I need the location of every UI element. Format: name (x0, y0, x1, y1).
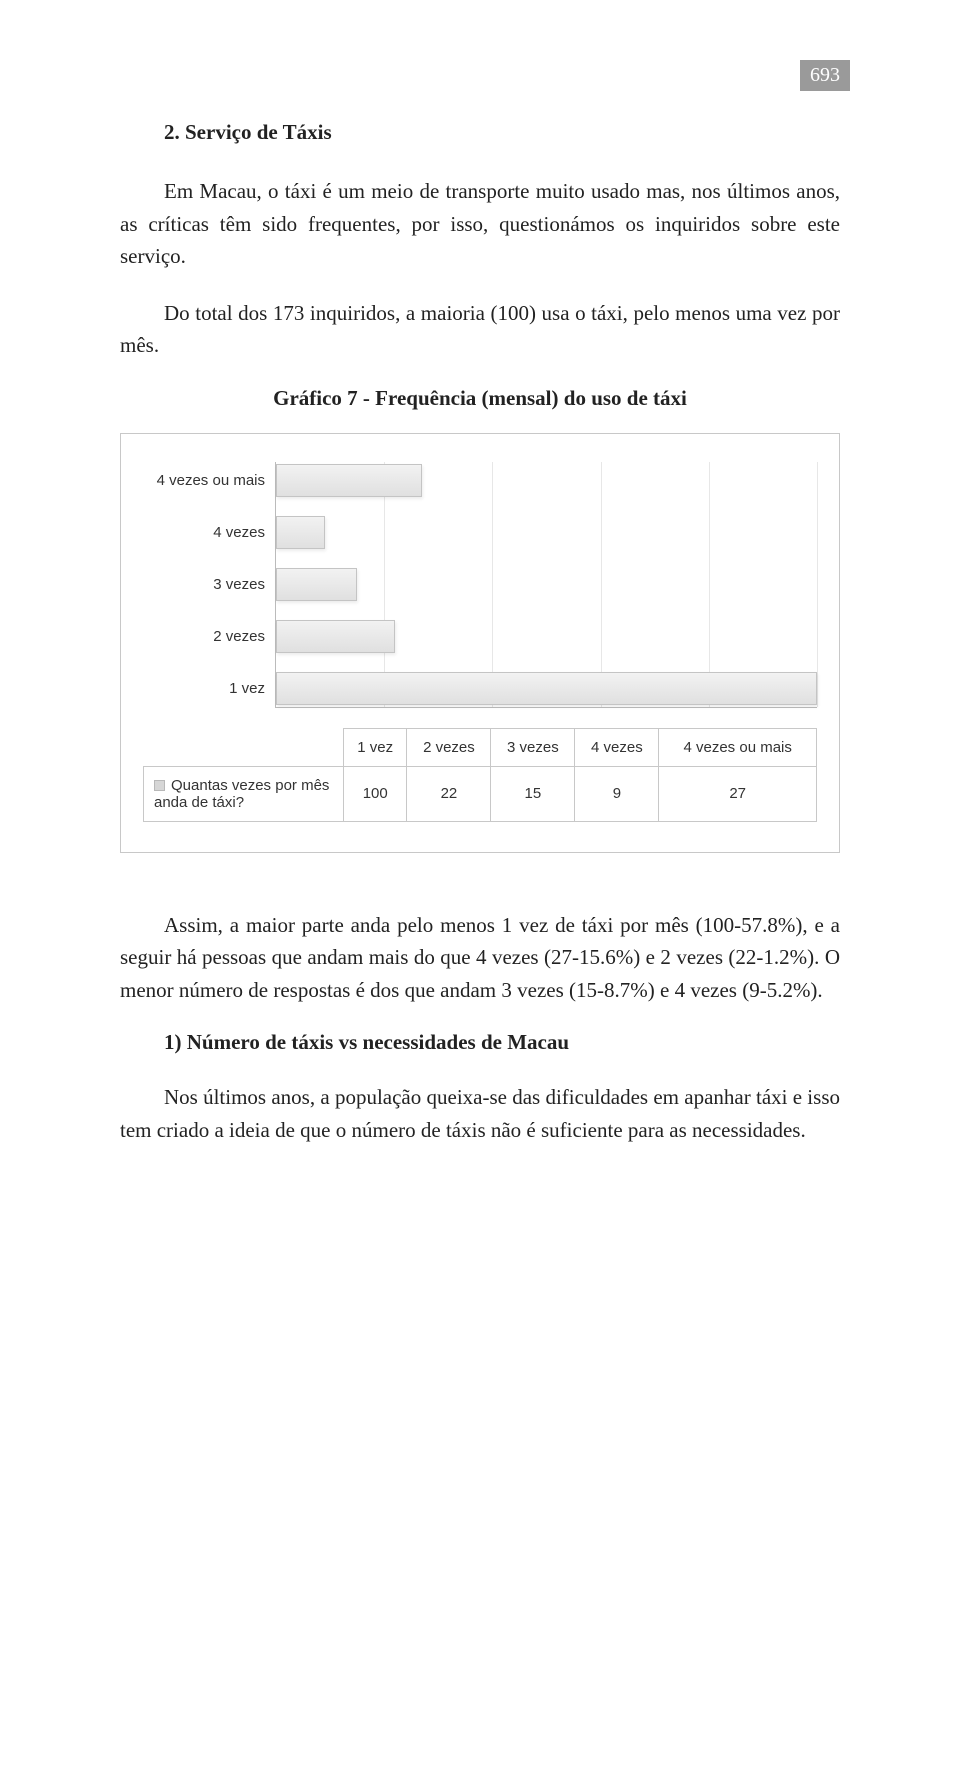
table-header: 4 vezes (575, 728, 659, 766)
bar-fill (276, 568, 357, 601)
bar-label: 2 vezes (143, 618, 275, 655)
paragraph-1: Em Macau, o táxi é um meio de transporte… (120, 175, 840, 273)
paragraph-2: Do total dos 173 inquiridos, a maioria (… (120, 297, 840, 362)
chart-title: Gráfico 7 - Frequência (mensal) do uso d… (120, 386, 840, 411)
table-cell: 15 (491, 766, 575, 821)
bar-row (276, 618, 817, 655)
bar-label: 4 vezes (143, 514, 275, 551)
table-header: 3 vezes (491, 728, 575, 766)
y-axis-labels: 4 vezes ou mais 4 vezes 3 vezes 2 vezes … (143, 462, 275, 708)
table-row-label: Quantas vezes por mês anda de táxi? (144, 766, 344, 821)
table-cell: 22 (407, 766, 491, 821)
table-header: 4 vezes ou mais (659, 728, 817, 766)
bar-fill (276, 516, 325, 549)
subsection-heading: 1) Número de táxis vs necessidades de Ma… (120, 1030, 840, 1055)
table-header: 1 vez (344, 728, 407, 766)
bar-fill (276, 672, 817, 705)
table-cell: 27 (659, 766, 817, 821)
table-cell: 100 (344, 766, 407, 821)
bar-row (276, 514, 817, 551)
paragraph-4: Nos últimos anos, a população queixa-se … (120, 1081, 840, 1146)
bar-label: 4 vezes ou mais (143, 462, 275, 499)
table-header: 2 vezes (407, 728, 491, 766)
paragraph-3: Assim, a maior parte anda pelo menos 1 v… (120, 909, 840, 1007)
bar-chart: 4 vezes ou mais 4 vezes 3 vezes 2 vezes … (143, 462, 817, 708)
chart-data-table: 1 vez 2 vezes 3 vezes 4 vezes 4 vezes ou… (143, 728, 817, 822)
table-cell: 9 (575, 766, 659, 821)
section-heading: 2. Serviço de Táxis (120, 120, 840, 145)
plot-area (275, 462, 817, 708)
bar-label: 3 vezes (143, 566, 275, 603)
bar-fill (276, 620, 395, 653)
bar-row (276, 462, 817, 499)
legend-marker-icon (154, 780, 165, 791)
page-number: 693 (800, 60, 850, 91)
grid-line (817, 462, 818, 707)
bar-fill (276, 464, 422, 497)
bar-row (276, 670, 817, 707)
bar-row (276, 566, 817, 603)
chart-frame: 4 vezes ou mais 4 vezes 3 vezes 2 vezes … (120, 433, 840, 853)
bar-label: 1 vez (143, 670, 275, 707)
